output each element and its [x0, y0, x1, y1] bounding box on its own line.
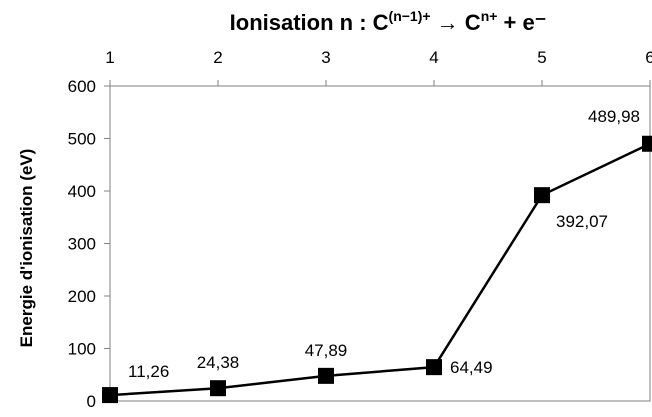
data-label: 489,98: [588, 107, 640, 126]
y-tick-label: 0: [87, 392, 96, 411]
data-point-marker: [534, 187, 550, 204]
x-tick-label: 1: [105, 48, 114, 67]
series-group: 11,26 24,38 47,89 64,49 392,07 489,98: [102, 107, 652, 404]
x-tick-label: 6: [645, 48, 652, 67]
data-label: 47,89: [305, 341, 348, 360]
data-point-marker: [642, 135, 652, 152]
axes: 1 2 3 4 5 6 0 100 200 300 400 500 600: [68, 48, 652, 411]
data-label: 11,26: [128, 362, 169, 381]
data-point-marker: [102, 387, 118, 404]
series-line: [109, 142, 651, 397]
data-point-marker: [318, 367, 334, 384]
plot-area: [109, 85, 651, 402]
title-prefix: Ionisation n : C: [230, 10, 389, 35]
title-superscript-1: (n−1)+: [389, 8, 431, 24]
x-tick-label: 3: [321, 48, 330, 67]
y-tick-label: 300: [68, 235, 96, 254]
x-tick-label: 5: [537, 48, 546, 67]
data-point-marker: [426, 359, 442, 376]
title-arrow: → C: [431, 10, 481, 35]
data-label: 64,49: [450, 358, 493, 377]
y-tick-label: 500: [68, 130, 96, 149]
y-axis-label: Energie d'ionisation (eV): [17, 149, 36, 348]
title-superscript-2: n+: [481, 8, 498, 24]
data-label: 24,38: [197, 353, 240, 372]
y-tick-label: 400: [68, 182, 96, 201]
data-label: 392,07: [556, 212, 608, 231]
data-point-marker: [210, 380, 226, 397]
x-tick-label: 4: [429, 48, 438, 67]
y-tick-label: 100: [68, 340, 96, 359]
x-tick-label: 2: [213, 48, 222, 67]
y-tick-label: 200: [68, 287, 96, 306]
y-tick-label: 600: [68, 77, 96, 96]
chart-title: Ionisation n : C(n−1)+ → Cn+ + e⁻: [230, 8, 547, 35]
title-suffix: + e⁻: [497, 10, 546, 35]
